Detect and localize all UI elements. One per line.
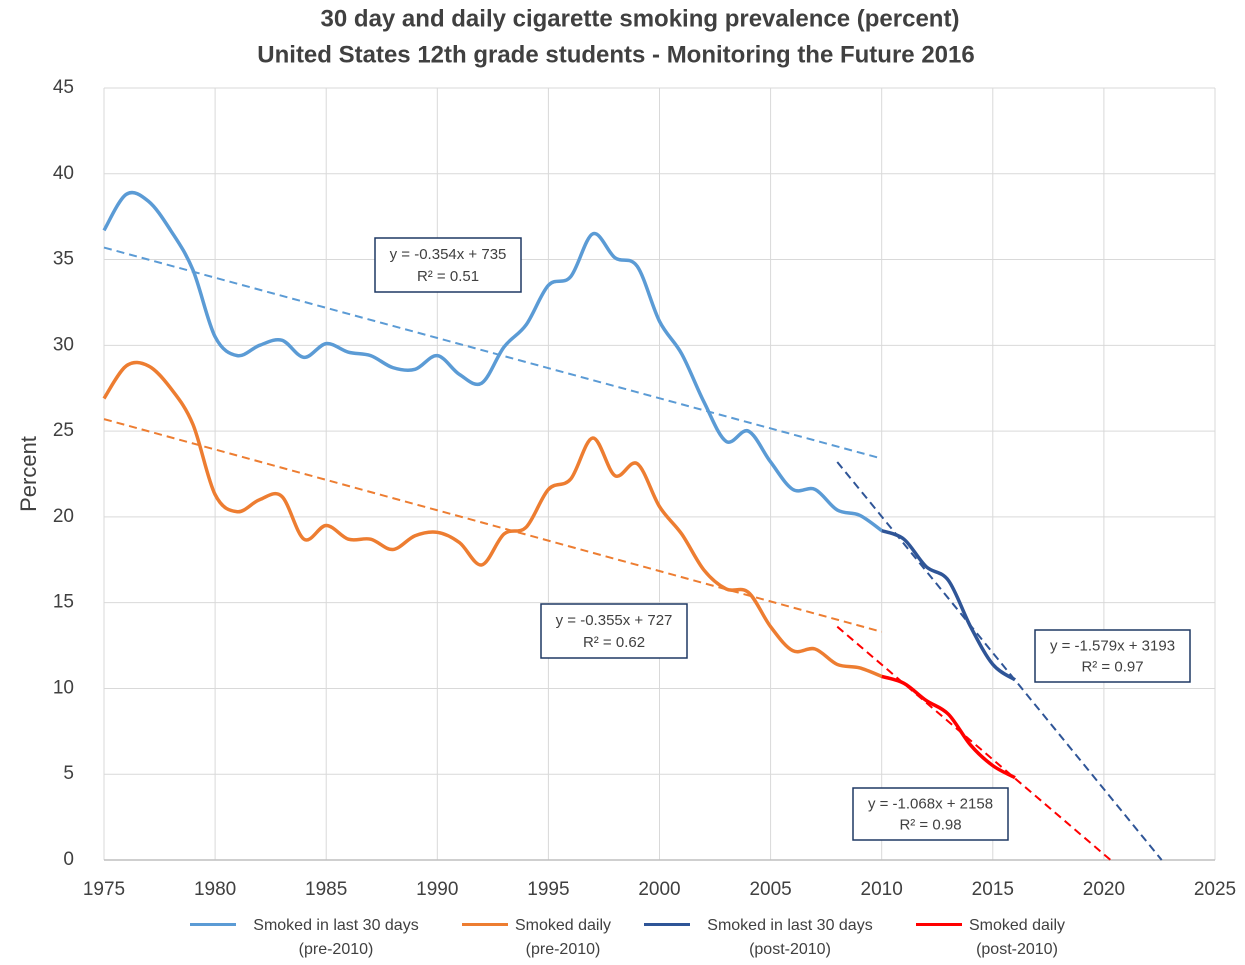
annotation-equation: y = -0.354x + 735 [390, 246, 507, 263]
annotation-r2: R² = 0.51 [417, 268, 479, 285]
legend-label: Smoked daily (post-2010) [968, 917, 1066, 958]
annotation-box [852, 787, 1009, 841]
legend-label: Smoked in last 30 days (pre-2010) [253, 917, 419, 958]
legend-item: Smoked in last 30 days (pre-2010) [190, 914, 436, 962]
y-tick-label: 25 [53, 420, 74, 441]
legend-item: Smoked in last 30 days (post-2010) [644, 914, 890, 962]
legend-swatch [462, 923, 508, 926]
y-tick-label: 5 [63, 763, 74, 784]
trendline [836, 461, 1163, 861]
y-tick-label: 40 [53, 163, 74, 184]
trendline [103, 246, 882, 460]
annotation-equation: y = -0.355x + 727 [556, 612, 673, 629]
legend-item: Smoked daily (post-2010) [916, 914, 1072, 962]
series-line [881, 528, 1017, 682]
series-line [102, 360, 883, 679]
legend-item: Smoked daily (pre-2010) [462, 914, 618, 962]
x-tick-label: 1975 [83, 879, 125, 900]
x-tick-label: 1985 [305, 879, 347, 900]
x-tick-label: 2015 [972, 879, 1014, 900]
annotation-r2: R² = 0.62 [583, 634, 645, 651]
annotation-box [374, 237, 522, 293]
y-tick-label: 0 [63, 849, 74, 870]
y-tick-label: 45 [53, 77, 74, 98]
x-tick-label: 2025 [1194, 879, 1236, 900]
x-tick-label: 1995 [527, 879, 569, 900]
legend-label: Smoked daily (pre-2010) [514, 917, 612, 958]
legend: Smoked in last 30 days (pre-2010) Smoked … [190, 914, 1072, 962]
series-line [102, 190, 883, 533]
x-tick-label: 2005 [749, 879, 791, 900]
y-axis-label: Percent [16, 436, 41, 512]
trendline [836, 625, 1112, 861]
annotation-r2: R² = 0.97 [1081, 658, 1143, 675]
y-tick-label: 35 [53, 249, 74, 270]
y-tick-label: 15 [53, 592, 74, 613]
annotation-equation: y = -1.068x + 2158 [868, 796, 993, 813]
chart: 30 day and daily cigarette smoking preva… [16, 5, 1236, 900]
x-tick-label: 2020 [1083, 879, 1125, 900]
chart-subtitle: United States 12th grade students - Moni… [257, 41, 974, 68]
annotation-r2: R² = 0.98 [899, 816, 961, 833]
x-tick-label: 1990 [416, 879, 458, 900]
x-tick-label: 1980 [194, 879, 236, 900]
annotation-box [540, 603, 688, 659]
x-tick-label: 2010 [861, 879, 903, 900]
annotation-box [1034, 629, 1191, 683]
series-line [881, 674, 1016, 780]
y-tick-label: 10 [53, 677, 74, 698]
legend-swatch [644, 923, 690, 926]
y-tick-label: 20 [53, 506, 74, 527]
trendline [103, 418, 882, 633]
chart-title: 30 day and daily cigarette smoking preva… [321, 5, 960, 32]
legend-swatch [916, 923, 962, 926]
x-tick-label: 2000 [638, 879, 680, 900]
legend-label: Smoked in last 30 days (post-2010) [707, 917, 873, 958]
annotation-equation: y = -1.579x + 3193 [1050, 638, 1175, 655]
legend-swatch [190, 923, 236, 926]
y-tick-label: 30 [53, 334, 74, 355]
